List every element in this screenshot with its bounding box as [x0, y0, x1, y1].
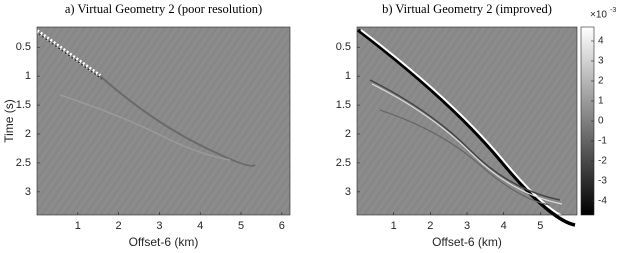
- x-tick-label: 6: [279, 220, 285, 232]
- y-tick-label: 1: [345, 70, 351, 82]
- x-tick-label: 4: [501, 220, 507, 232]
- colorbar-tick-label: 2: [598, 76, 604, 87]
- x-tick-label: 3: [464, 220, 470, 232]
- chart-title: a) Virtual Geometry 2 (poor resolution): [65, 2, 262, 16]
- x-axis-label: Offset-6 (km): [129, 235, 199, 249]
- colorbar-multiplier: ×10: [590, 10, 607, 21]
- y-axis-label: Time (s): [2, 99, 16, 143]
- colorbar-tick-label: -2: [598, 156, 607, 167]
- colorbar-tick-label: 3: [598, 56, 604, 67]
- x-tick-label: 2: [116, 220, 122, 232]
- chart-title: b) Virtual Geometry 2 (improved): [382, 2, 552, 16]
- y-tick-label: 2.5: [16, 157, 31, 169]
- y-tick-label: 1.5: [16, 99, 31, 111]
- colorbar-exponent: -3: [610, 7, 616, 14]
- colorbar-tick-label: -3: [598, 176, 607, 187]
- y-tick-label: 1.5: [336, 99, 351, 111]
- colorbar-tick-label: -4: [598, 196, 607, 207]
- seismic-image-b: [356, 27, 577, 227]
- x-tick-label: 4: [197, 220, 203, 232]
- y-tick-label: 0.5: [336, 41, 351, 53]
- y-tick-label: 2: [25, 128, 31, 140]
- y-tick-label: 2: [345, 128, 351, 140]
- x-tick-label: 2: [427, 220, 433, 232]
- colorbar-tick-label: 1: [598, 96, 604, 107]
- colorbar-tick-label: 0: [598, 116, 604, 127]
- x-tick-label: 3: [156, 220, 162, 232]
- seismic-image-a: [35, 27, 290, 215]
- y-tick-label: 2.5: [336, 157, 351, 169]
- y-tick-label: 3: [345, 186, 351, 198]
- y-tick-label: 1: [25, 70, 31, 82]
- y-tick-label: 0.5: [16, 41, 31, 53]
- x-axis-label: Offset-6 (km): [432, 235, 502, 249]
- x-tick-label: 5: [238, 220, 244, 232]
- colorbar-tick-label: -1: [598, 136, 607, 147]
- x-tick-label: 1: [391, 220, 397, 232]
- colorbar-tick-label: 4: [598, 36, 604, 47]
- x-tick-label: 1: [75, 220, 81, 232]
- axes-frame: [36, 26, 291, 216]
- y-tick-label: 3: [25, 186, 31, 198]
- x-tick-label: 5: [537, 220, 543, 232]
